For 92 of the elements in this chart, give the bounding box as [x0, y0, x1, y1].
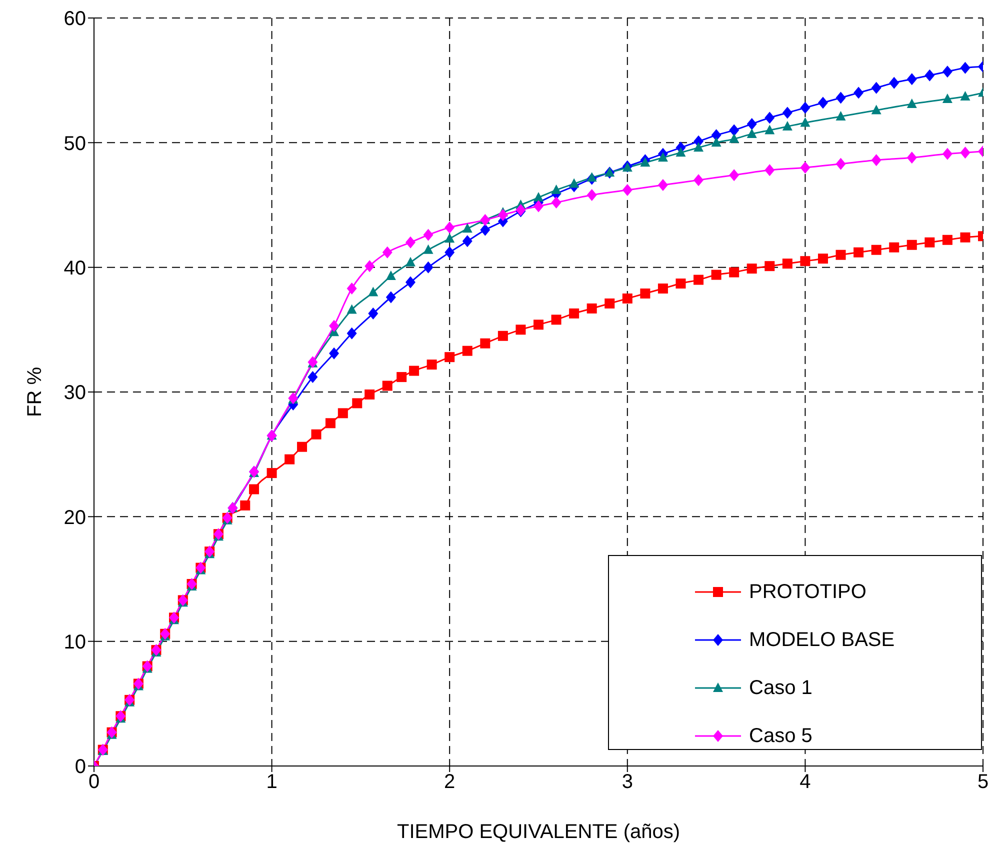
point [694, 142, 704, 152]
x-tick-label: 1 [266, 771, 278, 794]
point [960, 91, 970, 101]
point [906, 73, 917, 86]
legend-label: Caso 5 [749, 724, 812, 748]
point [640, 157, 650, 167]
point [551, 184, 562, 194]
point [658, 152, 668, 162]
point [405, 236, 416, 248]
point [711, 137, 722, 147]
point [462, 235, 472, 248]
point [818, 96, 828, 109]
point [329, 320, 340, 332]
x-tick-label: 5 [977, 771, 989, 794]
point [405, 276, 416, 288]
point [906, 152, 917, 164]
x-tick-label: 0 [88, 771, 100, 794]
y-tick-label: 40 [64, 257, 86, 280]
point [368, 307, 378, 320]
legend-label: MODELO BASE [749, 628, 895, 652]
point [836, 92, 846, 104]
point [444, 233, 455, 243]
point [462, 223, 472, 233]
point [764, 124, 775, 134]
y-tick-label: 10 [64, 631, 86, 654]
y-tick-label: 30 [64, 382, 86, 404]
point [658, 179, 668, 192]
point [386, 291, 396, 304]
point [906, 98, 917, 108]
point [405, 256, 416, 266]
point [329, 347, 340, 360]
y-tick-label: 60 [64, 8, 86, 30]
point [694, 174, 704, 186]
point [960, 146, 970, 159]
point [423, 261, 434, 274]
point [800, 162, 810, 174]
point [782, 120, 792, 130]
point [746, 128, 757, 138]
point [800, 102, 810, 114]
point [480, 224, 490, 236]
point [308, 371, 318, 384]
point [586, 172, 597, 182]
point [534, 192, 544, 202]
x-axis-title: TIEMPO EQUIVALENTE (años) [396, 821, 680, 843]
point [764, 112, 775, 124]
point [586, 189, 597, 202]
point [942, 94, 952, 104]
y-tick-label: 0 [74, 756, 86, 778]
point [346, 327, 357, 340]
x-tick-label: 3 [622, 771, 633, 794]
point [382, 246, 392, 258]
point [764, 164, 775, 176]
point [942, 66, 952, 78]
point [729, 169, 740, 182]
x-tick-label: 2 [444, 771, 456, 794]
point [782, 106, 792, 119]
point [551, 196, 562, 209]
y-tick-label: 50 [64, 132, 86, 155]
point [889, 76, 900, 89]
point [569, 178, 580, 188]
point [346, 282, 357, 295]
point [676, 147, 686, 157]
legend-label: Caso 1 [749, 676, 812, 700]
legend-label: PROTOTIPO [749, 580, 866, 604]
point [386, 270, 396, 280]
point [423, 228, 434, 241]
point [444, 246, 455, 258]
point [854, 86, 864, 99]
point [924, 69, 935, 82]
x-tick-label: 4 [800, 771, 811, 794]
point [746, 118, 757, 130]
point [368, 286, 378, 296]
point [960, 62, 970, 74]
point [942, 148, 952, 160]
point [800, 117, 810, 127]
point [346, 304, 357, 314]
point [871, 104, 882, 114]
point [364, 260, 375, 272]
point [836, 110, 846, 120]
point [423, 244, 434, 254]
y-tick-label: 20 [64, 506, 86, 529]
point [711, 129, 722, 142]
point [444, 221, 455, 234]
point [622, 184, 632, 196]
point [836, 158, 846, 170]
point [871, 154, 882, 166]
point [729, 133, 740, 143]
point [498, 208, 508, 221]
point [729, 124, 740, 136]
point [534, 200, 544, 212]
point [871, 82, 882, 94]
y-axis-title: FR % [24, 366, 46, 417]
